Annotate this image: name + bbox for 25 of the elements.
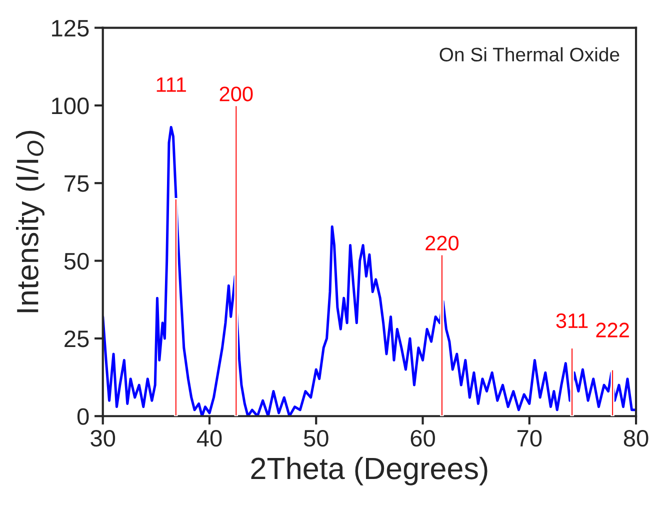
bar	[234, 104, 238, 416]
annotation: 200	[220, 86, 253, 102]
bar	[570, 347, 574, 416]
y-tick-label: 0	[77, 408, 89, 425]
x-axis-title: 2Theta (Degrees)	[251, 456, 488, 486]
y-tick-label: 125	[52, 20, 89, 37]
y-tick-label: 100	[52, 98, 89, 114]
y-axis-title: Intensity (I/I$_{O}$)	[16, 130, 44, 312]
x-tick-label: 40	[196, 430, 222, 447]
x-tick-label: 30	[90, 430, 116, 447]
x-tick-label: 70	[517, 430, 542, 447]
bar	[174, 198, 178, 416]
annotation: 111	[156, 77, 186, 92]
annotation: On Si Thermal Oxide	[440, 47, 620, 62]
y-tick-label: 25	[64, 330, 89, 348]
bar	[440, 254, 444, 416]
x-tick-label: 60	[410, 430, 435, 447]
bar	[610, 368, 614, 416]
annotation: 222	[596, 322, 629, 338]
x-tick-label: 80	[624, 430, 648, 447]
y-tick-label: 75	[64, 175, 89, 192]
x-tick-label: 50	[304, 430, 328, 447]
annotation: 220	[426, 236, 459, 250]
y-tick-label: 50	[64, 252, 89, 270]
annotation: 311	[556, 313, 588, 328]
